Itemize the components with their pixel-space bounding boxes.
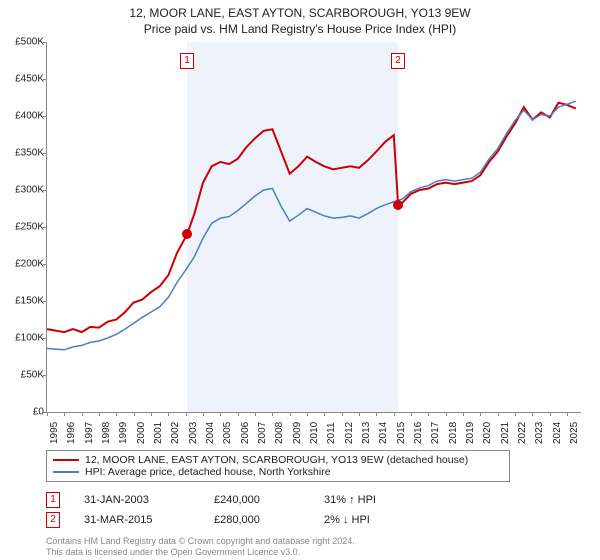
x-tick-label: 2015	[396, 422, 407, 444]
x-tick-label: 2022	[517, 422, 528, 444]
x-tick-label: 1998	[101, 422, 112, 444]
chart-subtitle: Price paid vs. HM Land Registry's House …	[0, 20, 600, 38]
sale-date: 31-MAR-2015	[84, 514, 214, 526]
x-tick-label: 2007	[257, 422, 268, 444]
sale-row-1: 1 31-JAN-2003£240,00031% ↑ HPI	[46, 492, 376, 508]
y-tick-label: £500K	[4, 37, 44, 48]
sale-date: 31-JAN-2003	[84, 494, 214, 506]
y-tick-label: £450K	[4, 74, 44, 85]
x-tick-label: 2023	[534, 422, 545, 444]
footer-attribution: Contains HM Land Registry data © Crown c…	[46, 536, 355, 559]
x-tick-label: 2009	[292, 422, 303, 444]
sale-row-2: 2 31-MAR-2015£280,0002% ↓ HPI	[46, 512, 370, 528]
sale-delta: 31% ↑ HPI	[324, 494, 376, 506]
x-tick-label: 2024	[552, 422, 563, 444]
x-tick-label: 2020	[482, 422, 493, 444]
x-tick-label: 2013	[361, 422, 372, 444]
x-tick-label: 2014	[378, 422, 389, 444]
x-tick-label: 2003	[188, 422, 199, 444]
x-tick-label: 2006	[240, 422, 251, 444]
x-tick-label: 2001	[153, 422, 164, 444]
legend-swatch	[53, 459, 79, 461]
sale-marker-1: 1	[180, 53, 194, 69]
sale-marker-icon: 1	[46, 492, 60, 508]
x-tick-label: 2010	[309, 422, 320, 444]
x-tick-label: 2008	[274, 422, 285, 444]
chart-title: 12, MOOR LANE, EAST AYTON, SCARBOROUGH, …	[0, 0, 600, 20]
chart-lines	[47, 42, 581, 412]
footer-line1: Contains HM Land Registry data © Crown c…	[46, 536, 355, 547]
sale-delta: 2% ↓ HPI	[324, 514, 370, 526]
legend-item: 12, MOOR LANE, EAST AYTON, SCARBOROUGH, …	[53, 454, 503, 466]
x-tick-label: 1997	[84, 422, 95, 444]
sale-dot-1	[182, 229, 192, 239]
legend-item: HPI: Average price, detached house, Nort…	[53, 466, 503, 478]
series-property	[47, 103, 576, 332]
y-tick-label: £200K	[4, 259, 44, 270]
legend-label: 12, MOOR LANE, EAST AYTON, SCARBOROUGH, …	[85, 454, 468, 466]
sale-price: £280,000	[214, 514, 324, 526]
sale-dot-2	[393, 200, 403, 210]
series-hpi	[47, 101, 576, 350]
x-tick-label: 2016	[413, 422, 424, 444]
footer-line2: This data is licensed under the Open Gov…	[46, 547, 355, 558]
sale-marker-2: 2	[391, 53, 405, 69]
x-tick-label: 2000	[136, 422, 147, 444]
y-tick-label: £0	[4, 407, 44, 418]
x-tick-label: 2017	[430, 422, 441, 444]
y-tick-label: £50K	[4, 370, 44, 381]
x-tick-label: 2011	[326, 422, 337, 444]
x-tick-label: 2018	[448, 422, 459, 444]
x-tick-label: 2012	[344, 422, 355, 444]
plot-area: 12	[46, 42, 581, 413]
x-tick-label: 2002	[170, 422, 181, 444]
legend-swatch	[53, 471, 79, 473]
sale-price: £240,000	[214, 494, 324, 506]
y-tick-label: £350K	[4, 148, 44, 159]
legend: 12, MOOR LANE, EAST AYTON, SCARBOROUGH, …	[46, 450, 510, 482]
x-tick-label: 1999	[118, 422, 129, 444]
x-tick-label: 2004	[205, 422, 216, 444]
x-tick-label: 1996	[66, 422, 77, 444]
x-tick-label: 2005	[222, 422, 233, 444]
y-tick-label: £150K	[4, 296, 44, 307]
y-tick-label: £400K	[4, 111, 44, 122]
legend-label: HPI: Average price, detached house, Nort…	[85, 466, 331, 478]
y-tick-label: £300K	[4, 185, 44, 196]
x-tick-label: 2019	[465, 422, 476, 444]
x-tick-label: 2021	[500, 422, 511, 444]
x-tick-label: 1995	[49, 422, 60, 444]
x-tick-label: 2025	[569, 422, 580, 444]
sale-marker-icon: 2	[46, 512, 60, 528]
y-tick-label: £250K	[4, 222, 44, 233]
chart-container: 12, MOOR LANE, EAST AYTON, SCARBOROUGH, …	[0, 0, 600, 560]
y-tick-label: £100K	[4, 333, 44, 344]
